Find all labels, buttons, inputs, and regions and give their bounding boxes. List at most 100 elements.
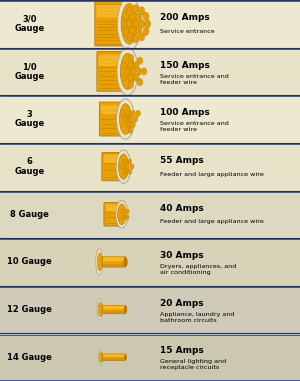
Ellipse shape <box>136 110 140 117</box>
Text: Feeder and large appliance wire: Feeder and large appliance wire <box>160 172 264 177</box>
FancyBboxPatch shape <box>99 102 125 136</box>
Ellipse shape <box>121 164 125 169</box>
Ellipse shape <box>123 169 127 174</box>
Ellipse shape <box>100 352 102 363</box>
Text: 14 Gauge: 14 Gauge <box>7 353 52 362</box>
Ellipse shape <box>128 116 133 122</box>
FancyBboxPatch shape <box>103 311 125 313</box>
Ellipse shape <box>121 215 124 219</box>
Ellipse shape <box>124 257 128 267</box>
Ellipse shape <box>121 74 126 81</box>
Ellipse shape <box>98 253 102 271</box>
Text: Appliance, laundry and
bathroom circuits: Appliance, laundry and bathroom circuits <box>160 312 235 323</box>
Ellipse shape <box>137 78 143 86</box>
FancyBboxPatch shape <box>102 153 123 181</box>
Ellipse shape <box>131 110 135 117</box>
FancyBboxPatch shape <box>95 2 129 46</box>
Ellipse shape <box>143 12 149 21</box>
Text: 200 Amps: 200 Amps <box>160 13 210 22</box>
Ellipse shape <box>119 104 132 134</box>
Ellipse shape <box>127 33 133 41</box>
FancyBboxPatch shape <box>103 306 125 309</box>
Ellipse shape <box>126 122 130 128</box>
Bar <box>0 238 300 286</box>
Ellipse shape <box>128 54 134 62</box>
Ellipse shape <box>124 306 127 313</box>
Ellipse shape <box>126 164 129 169</box>
FancyBboxPatch shape <box>101 105 124 115</box>
Ellipse shape <box>120 53 135 90</box>
Text: 6
Gauge: 6 Gauge <box>14 157 45 176</box>
Ellipse shape <box>121 3 137 44</box>
Ellipse shape <box>126 110 130 117</box>
Text: Service entrance: Service entrance <box>160 29 215 34</box>
Text: Service entrance and
feeder wire: Service entrance and feeder wire <box>160 121 230 132</box>
Ellipse shape <box>120 110 125 117</box>
Ellipse shape <box>127 7 133 15</box>
Ellipse shape <box>143 27 149 35</box>
Text: 3/0
Gauge: 3/0 Gauge <box>14 14 45 33</box>
Ellipse shape <box>130 13 136 21</box>
FancyBboxPatch shape <box>103 264 125 267</box>
Ellipse shape <box>136 13 142 21</box>
Ellipse shape <box>123 116 127 122</box>
FancyBboxPatch shape <box>103 358 125 360</box>
Ellipse shape <box>98 349 103 365</box>
Ellipse shape <box>128 127 133 133</box>
Ellipse shape <box>130 26 136 35</box>
FancyBboxPatch shape <box>97 52 127 91</box>
Text: 150 Amps: 150 Amps <box>160 61 210 70</box>
Ellipse shape <box>126 215 129 219</box>
Ellipse shape <box>118 204 126 225</box>
FancyBboxPatch shape <box>99 54 126 66</box>
Ellipse shape <box>130 68 136 75</box>
Bar <box>0 190 300 238</box>
Ellipse shape <box>145 20 151 28</box>
Ellipse shape <box>133 116 138 122</box>
FancyBboxPatch shape <box>102 257 126 267</box>
Ellipse shape <box>128 81 134 88</box>
Ellipse shape <box>136 68 142 75</box>
Ellipse shape <box>123 159 127 164</box>
FancyBboxPatch shape <box>103 257 125 261</box>
FancyBboxPatch shape <box>102 354 126 360</box>
Ellipse shape <box>122 27 128 35</box>
Text: 55 Amps: 55 Amps <box>160 156 204 165</box>
Ellipse shape <box>133 20 139 28</box>
Ellipse shape <box>139 20 145 28</box>
Ellipse shape <box>133 35 139 43</box>
Ellipse shape <box>97 299 103 320</box>
Bar <box>0 333 300 381</box>
Ellipse shape <box>122 12 128 21</box>
Ellipse shape <box>98 303 102 317</box>
FancyBboxPatch shape <box>104 203 122 226</box>
Ellipse shape <box>139 33 145 41</box>
Ellipse shape <box>128 169 132 174</box>
Ellipse shape <box>127 20 133 28</box>
Ellipse shape <box>134 62 139 69</box>
Bar <box>0 48 300 95</box>
Text: 3
Gauge: 3 Gauge <box>14 110 45 128</box>
Text: Service entrance and
feeder wire: Service entrance and feeder wire <box>160 74 230 85</box>
FancyBboxPatch shape <box>102 306 126 314</box>
Bar <box>0 286 300 333</box>
Ellipse shape <box>130 164 134 169</box>
Ellipse shape <box>121 62 126 69</box>
Ellipse shape <box>116 150 131 183</box>
Text: 1/0
Gauge: 1/0 Gauge <box>14 62 45 81</box>
Ellipse shape <box>124 212 127 216</box>
Ellipse shape <box>116 201 128 228</box>
Bar <box>0 0 300 48</box>
Ellipse shape <box>124 354 127 360</box>
Bar <box>0 95 300 143</box>
Ellipse shape <box>139 7 145 15</box>
Text: 40 Amps: 40 Amps <box>160 203 204 213</box>
Ellipse shape <box>128 62 133 69</box>
Ellipse shape <box>96 248 103 275</box>
Ellipse shape <box>121 209 124 213</box>
FancyBboxPatch shape <box>97 5 128 18</box>
Ellipse shape <box>134 74 139 81</box>
Ellipse shape <box>133 5 139 13</box>
Ellipse shape <box>126 209 129 213</box>
Text: 10 Gauge: 10 Gauge <box>7 258 52 266</box>
